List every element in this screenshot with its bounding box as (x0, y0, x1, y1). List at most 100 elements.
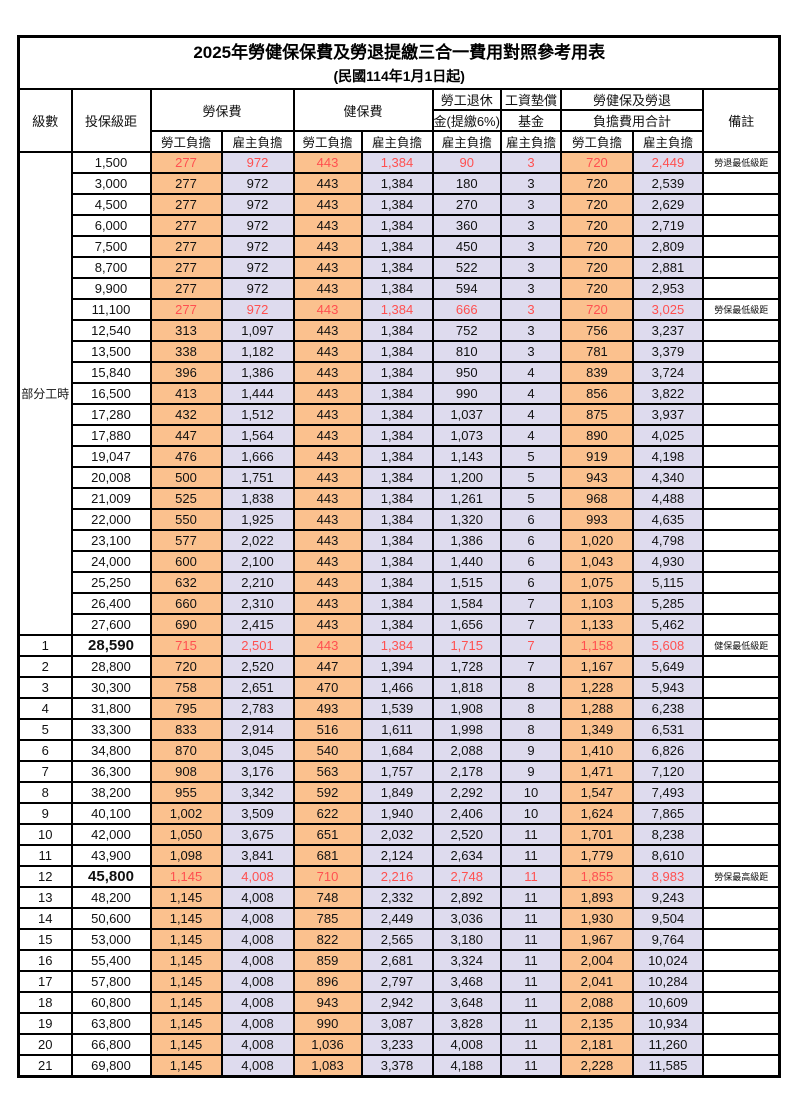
health-insurance-employee-cell: 443 (292, 193, 363, 216)
pension-employer-cell: 2,406 (431, 802, 502, 825)
salary-cell: 1,500 (70, 151, 152, 174)
health-insurance-employer-cell: 3,378 (360, 1054, 434, 1077)
total-employee-cell: 1,228 (559, 676, 634, 699)
salary-cell: 19,047 (70, 445, 152, 468)
header-row-1: 級數 投保級距 勞保費 健保費 勞工退休 工資墊償 勞健保及勞退 備註 (17, 88, 781, 153)
labor-insurance-employee-cell: 1,145 (149, 1012, 223, 1035)
labor-insurance-employer-cell: 972 (220, 214, 295, 237)
total-employee-cell: 720 (559, 298, 634, 321)
table-row: 4,500 277 972 443 1,384 270 3 720 2,629 (19, 193, 781, 216)
col-header-pension-line1: 勞工退休 (431, 88, 502, 111)
table-row: 部分工時 1,500 277 972 443 1,384 90 3 720 2,449 勞退最低級距 (17, 151, 781, 636)
level-cell: 19 (17, 1012, 73, 1035)
labor-insurance-employee-cell: 1,145 (149, 907, 223, 930)
total-employer-cell: 2,539 (631, 172, 704, 195)
total-employer-cell: 5,462 (631, 613, 704, 636)
pension-employer-cell: 4,188 (431, 1054, 502, 1077)
wage-fund-employer-cell: 11 (499, 844, 562, 867)
total-employer-cell: 7,120 (631, 760, 704, 783)
remark-cell (701, 361, 781, 384)
remark-cell (701, 445, 781, 468)
remark-cell (701, 382, 781, 405)
table-row: 26,400 660 2,310 443 1,384 1,584 7 1,103 5,285 (19, 592, 781, 615)
wage-fund-employer-cell: 10 (499, 781, 562, 804)
health-insurance-employer-cell: 2,565 (360, 928, 434, 951)
health-insurance-employer-cell: 2,032 (360, 823, 434, 846)
remark-cell (701, 949, 781, 972)
labor-insurance-employee-cell: 500 (149, 466, 223, 489)
remark-cell (701, 319, 781, 342)
wage-fund-employer-cell: 3 (499, 193, 562, 216)
labor-insurance-employee-cell: 715 (149, 634, 223, 657)
health-insurance-employee-cell: 443 (292, 298, 363, 321)
salary-cell: 26,400 (70, 592, 152, 615)
wage-fund-employer-cell: 6 (499, 508, 562, 531)
total-employer-cell: 5,285 (631, 592, 704, 615)
salary-cell: 31,800 (70, 697, 152, 720)
total-employee-cell: 1,349 (559, 718, 634, 741)
health-insurance-employee-cell: 990 (292, 1012, 363, 1035)
health-insurance-employee-cell: 748 (292, 886, 363, 909)
salary-cell: 28,800 (70, 655, 152, 678)
table-row: 21,009 525 1,838 443 1,384 1,261 5 968 4,488 (19, 487, 781, 510)
fee-table: 2025年勞健保保費及勞退提繳三合一費用對照參考用表 (民國114年1月1日起)… (17, 35, 782, 1078)
col-header-remark: 備註 (701, 88, 781, 153)
title-block: 2025年勞健保保費及勞退提繳三合一費用對照參考用表 (民國114年1月1日起) (17, 35, 781, 90)
salary-cell: 34,800 (70, 739, 152, 762)
level-cell: 4 (17, 697, 73, 720)
wage-fund-employer-cell: 8 (499, 697, 562, 720)
health-insurance-employer-cell: 1,384 (360, 361, 434, 384)
table-row: 6 34,800 870 3,045 540 1,684 2,088 9 1,410 6,826 (17, 739, 781, 762)
remark-cell (701, 739, 781, 762)
salary-cell: 17,280 (70, 403, 152, 426)
subheader-health-employer: 雇主負擔 (360, 130, 434, 153)
remark-cell (701, 466, 781, 489)
salary-cell: 23,100 (70, 529, 152, 552)
health-insurance-employee-cell: 443 (292, 445, 363, 468)
labor-insurance-employee-cell: 413 (149, 382, 223, 405)
total-employee-cell: 968 (559, 487, 634, 510)
salary-cell: 24,000 (70, 550, 152, 573)
salary-cell: 53,000 (70, 928, 152, 951)
total-employee-cell: 720 (559, 235, 634, 258)
header-row-2: 金(提繳6%) 基金 負擔費用合計 (19, 109, 780, 132)
labor-insurance-employee-cell: 833 (149, 718, 223, 741)
total-employee-cell: 890 (559, 424, 634, 447)
total-employer-cell: 11,585 (631, 1054, 704, 1077)
labor-insurance-employee-cell: 277 (149, 151, 223, 174)
wage-fund-employer-cell: 3 (499, 298, 562, 321)
total-employer-cell: 4,198 (631, 445, 704, 468)
table-row: 11 43,900 1,098 3,841 681 2,124 2,634 11 1,779 8,… (17, 844, 781, 867)
level-cell: 2 (17, 655, 73, 678)
title-row: 2025年勞健保保費及勞退提繳三合一費用對照參考用表 (民國114年1月1日起) (17, 35, 781, 90)
health-insurance-employee-cell: 443 (292, 550, 363, 573)
salary-cell: 40,100 (70, 802, 152, 825)
remark-cell (701, 172, 781, 195)
remark-cell (701, 970, 781, 993)
labor-insurance-employee-cell: 660 (149, 592, 223, 615)
health-insurance-employer-cell: 2,332 (360, 886, 434, 909)
total-employer-cell: 9,243 (631, 886, 704, 909)
labor-insurance-employer-cell: 2,210 (220, 571, 295, 594)
salary-cell: 11,100 (70, 298, 152, 321)
wage-fund-employer-cell: 11 (499, 865, 562, 888)
total-employee-cell: 720 (559, 214, 634, 237)
health-insurance-employer-cell: 1,539 (360, 697, 434, 720)
wage-fund-employer-cell: 11 (499, 928, 562, 951)
salary-cell: 66,800 (70, 1033, 152, 1056)
total-employee-cell: 993 (559, 508, 634, 531)
remark-cell (701, 529, 781, 552)
total-employer-cell: 6,826 (631, 739, 704, 762)
labor-insurance-employer-cell: 3,045 (220, 739, 295, 762)
level-cell: 6 (17, 739, 73, 762)
col-header-total-line1: 勞健保及勞退 (559, 88, 704, 111)
salary-cell: 13,500 (70, 340, 152, 363)
labor-insurance-employer-cell: 1,666 (220, 445, 295, 468)
total-employer-cell: 9,504 (631, 907, 704, 930)
health-insurance-employer-cell: 1,466 (360, 676, 434, 699)
salary-cell: 4,500 (70, 193, 152, 216)
labor-insurance-employer-cell: 972 (220, 151, 295, 174)
pension-employer-cell: 1,998 (431, 718, 502, 741)
total-employee-cell: 1,930 (559, 907, 634, 930)
total-employer-cell: 7,865 (631, 802, 704, 825)
